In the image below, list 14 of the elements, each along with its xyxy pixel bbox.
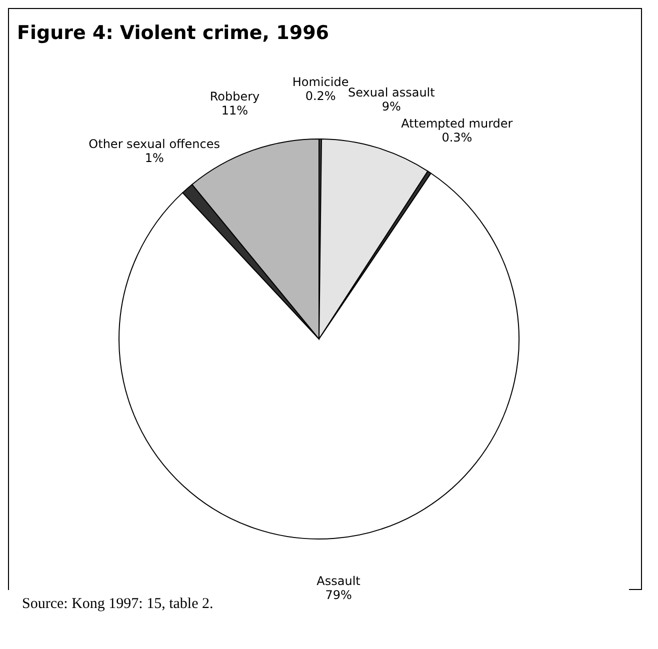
slice-label: Sexual assault [348,86,436,100]
data-label: 11% [221,104,248,118]
data-label: 0.2% [305,89,336,104]
slice-label: Homicide [292,75,349,90]
slice-label: Assault [316,574,361,588]
data-label: 79% [325,588,352,602]
data-label: 9% [382,100,401,114]
data-label: 1% [144,150,164,165]
slice-label: Other sexual offences [88,136,220,151]
source-note: Source: Kong 1997: 15, table 2. [22,596,214,613]
slice-label: Robbery [210,90,260,104]
data-label: 0.3% [442,130,472,145]
slice-label: Attempted murder [401,116,513,131]
chart-title: Figure 4: Violent crime, 1996 [17,22,330,44]
